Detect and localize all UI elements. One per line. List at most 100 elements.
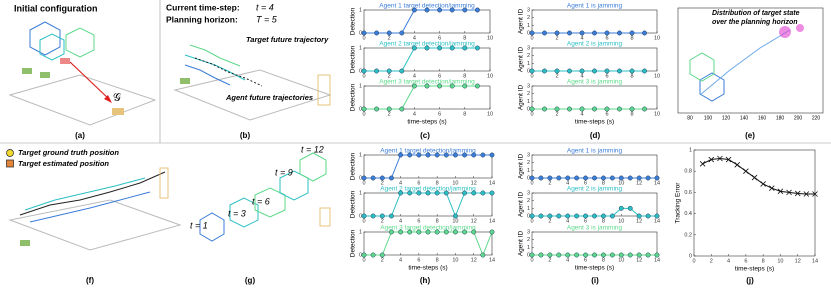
chart-title: Agent 3 is jamming <box>567 79 623 86</box>
point <box>609 252 615 258</box>
point <box>529 68 535 74</box>
series-line <box>364 47 478 72</box>
series-line <box>364 9 478 34</box>
point <box>547 175 553 181</box>
x-axis-label: time-steps (s) <box>575 119 614 126</box>
x-tick-label: 0 <box>362 35 365 41</box>
panel-label: (c) <box>420 131 430 140</box>
x-tick-label: 4 <box>566 180 569 186</box>
point <box>374 30 380 36</box>
point <box>424 83 430 89</box>
x-tick-label: 10 <box>487 111 493 117</box>
point <box>462 190 468 196</box>
point <box>489 229 495 235</box>
x-tick-label: 14 <box>489 257 495 263</box>
x-tick-label: 0 <box>362 111 365 117</box>
y-tick-label: 0 <box>527 213 530 219</box>
point <box>399 30 405 36</box>
x-tick-label: 2 <box>381 180 384 186</box>
x-tick-label: 8 <box>630 111 633 117</box>
agent-base <box>22 68 32 74</box>
point <box>592 30 597 36</box>
x-tick-label: 14 <box>489 180 495 186</box>
x-tick-label: 14 <box>812 258 818 264</box>
point <box>449 83 455 89</box>
x-tick-label: 120 <box>722 115 731 121</box>
point <box>751 174 758 181</box>
y-tick-label: 0 <box>359 106 362 112</box>
y-tick-label: 0.6 <box>684 190 692 196</box>
y-tick-label: 0 <box>527 175 530 181</box>
y-tick-label: 0.4 <box>684 211 692 217</box>
x-tick-label: 8 <box>436 180 439 186</box>
y-tick-label: 0.2 <box>684 232 692 238</box>
x-tick-label: 6 <box>438 111 441 117</box>
x-tick-label: 10 <box>452 257 458 263</box>
point <box>471 190 477 196</box>
x-tick-label: 0 <box>530 257 533 263</box>
chart-title: Agent 3 target detection/jamming <box>380 225 476 232</box>
time-annotation: t = 6 <box>252 196 270 206</box>
point <box>386 30 392 36</box>
time-annotation: t = 3 <box>228 208 246 218</box>
point <box>370 252 376 258</box>
x-tick-label: 6 <box>584 180 587 186</box>
x-tick-label: 6 <box>438 73 441 79</box>
point <box>554 68 560 74</box>
point <box>769 185 775 191</box>
x-tick-label: 2 <box>710 258 713 264</box>
point <box>452 152 458 158</box>
x-tick-label: 4 <box>580 111 583 117</box>
chart-title: Agent 1 target detection/jamming <box>379 3 475 10</box>
point <box>574 213 580 219</box>
x-tick-label: 4 <box>399 218 402 224</box>
x-tick-label: 0 <box>362 218 365 224</box>
point <box>407 229 413 235</box>
point <box>437 45 443 51</box>
point <box>370 175 376 181</box>
point <box>743 168 749 174</box>
point <box>489 190 495 196</box>
panel-label: (d) <box>590 131 601 140</box>
x-tick-label: 4 <box>580 73 583 79</box>
point <box>604 106 610 112</box>
x-tick-label: 14 <box>654 218 660 224</box>
point <box>425 190 431 196</box>
point <box>425 152 431 158</box>
plot-frame <box>363 9 491 34</box>
x-tick-label: 4 <box>727 258 730 264</box>
y-tick-label: 1 <box>527 206 530 212</box>
point <box>449 7 455 13</box>
chart-title: Agent 2 target detection/jamming <box>380 186 476 193</box>
point <box>388 229 394 235</box>
y-axis-label: Agent ID <box>518 85 525 111</box>
point <box>592 68 597 74</box>
point <box>556 175 562 181</box>
point <box>480 190 486 196</box>
x-tick-label: 8 <box>602 257 605 263</box>
y-tick-label: 1 <box>359 152 362 158</box>
x-tick-label: 6 <box>584 257 587 263</box>
y-tick-label: 0 <box>527 30 530 36</box>
y-tick-label: 0 <box>527 252 530 258</box>
point <box>717 155 723 162</box>
point <box>617 68 622 74</box>
point <box>388 175 394 181</box>
plot-frame <box>363 47 491 72</box>
point <box>636 175 642 181</box>
point <box>529 30 535 36</box>
y-axis-label: Agent ID <box>518 154 525 180</box>
point <box>574 175 580 181</box>
point <box>812 191 818 197</box>
point <box>708 156 715 163</box>
point <box>542 106 547 112</box>
x-tick-label: 10 <box>487 35 493 41</box>
point <box>529 252 535 258</box>
point <box>411 83 417 89</box>
x-tick-label: 12 <box>636 257 642 263</box>
y-tick-label: 0.8 <box>684 169 692 175</box>
point <box>398 190 404 196</box>
x-tick-label: 6 <box>417 218 420 224</box>
x-tick-label: 140 <box>740 115 749 121</box>
